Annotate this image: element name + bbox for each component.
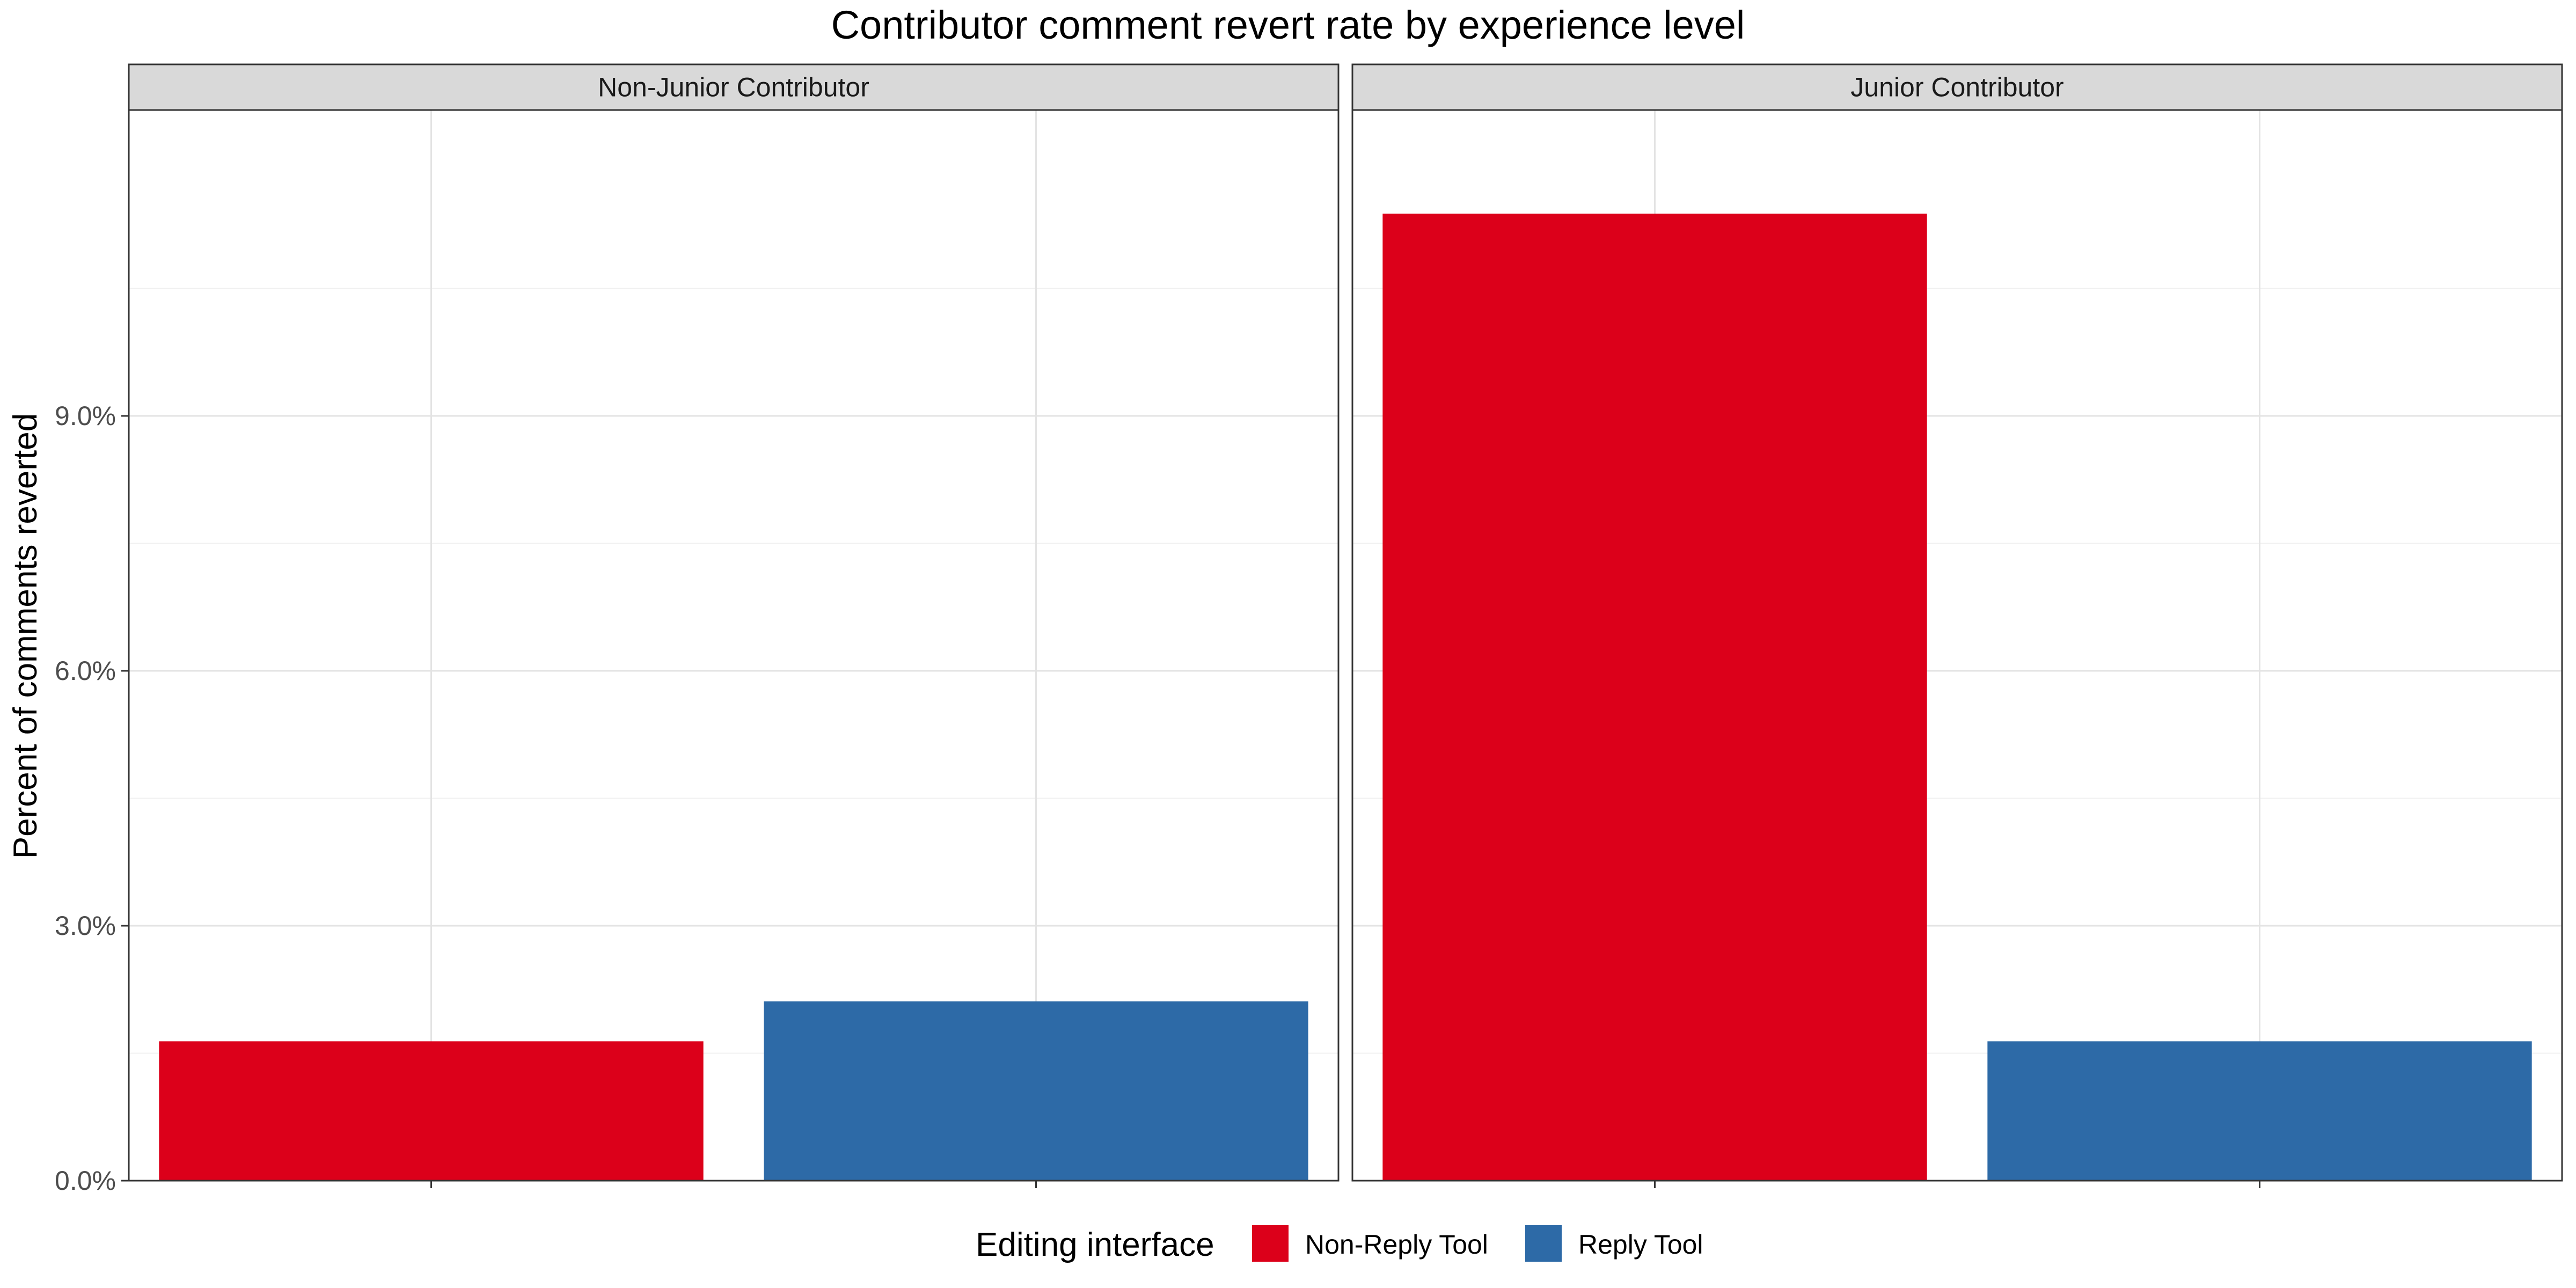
y-tick-label: 9.0% bbox=[55, 401, 116, 431]
facet-strip-label: Non-Junior Contributor bbox=[598, 72, 869, 103]
legend-key bbox=[1525, 1225, 1562, 1262]
y-axis-label: Percent of comments reverted bbox=[7, 413, 44, 859]
facet-strip bbox=[128, 63, 1340, 111]
y-axis: 0.0% 3.0% 6.0% 9.0% bbox=[55, 401, 129, 1196]
facets-layer: Non-Junior Contributor Junior Contributor bbox=[128, 63, 2563, 1188]
legend-items: Non-Reply Tool Reply Tool bbox=[1252, 1225, 1703, 1262]
legend-title: Editing interface bbox=[976, 1226, 1214, 1263]
legend-label: Non-Reply Tool bbox=[1305, 1230, 1488, 1260]
legend: Editing interface Non-Reply Tool Reply To… bbox=[976, 1225, 1703, 1263]
bar bbox=[1382, 214, 1927, 1181]
chart-title: Contributor comment revert rate by exper… bbox=[831, 3, 1745, 47]
y-tick-label: 6.0% bbox=[55, 656, 116, 686]
facet-strip-label: Junior Contributor bbox=[1850, 72, 2063, 103]
facet-strip bbox=[1351, 63, 2563, 111]
y-tick-label: 0.0% bbox=[55, 1166, 116, 1196]
bar bbox=[764, 1001, 1308, 1181]
legend-key bbox=[1252, 1225, 1289, 1262]
bar bbox=[1987, 1041, 2532, 1181]
y-tick-label: 3.0% bbox=[55, 911, 116, 941]
bar bbox=[159, 1041, 704, 1181]
facet-panel: Non-Junior Contributor bbox=[128, 63, 1340, 1188]
legend-label: Reply Tool bbox=[1578, 1230, 1703, 1260]
facet-panel: Junior Contributor bbox=[1351, 63, 2563, 1188]
